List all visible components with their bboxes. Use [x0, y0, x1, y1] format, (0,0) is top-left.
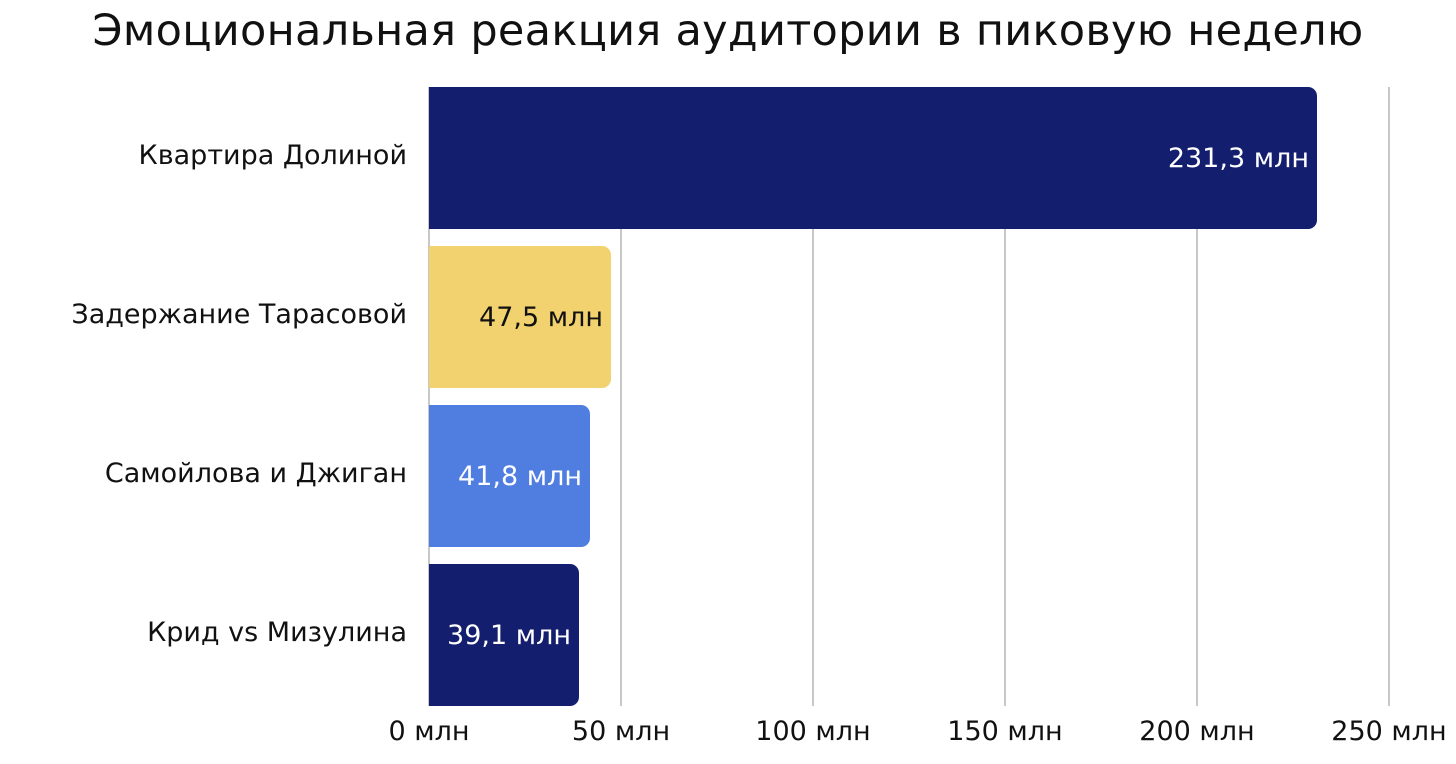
x-tick-label: 50 млн — [571, 716, 671, 747]
bar: 47,5 млн — [429, 246, 611, 388]
gridline — [1196, 87, 1198, 706]
x-tick-label: 200 млн — [1139, 716, 1255, 747]
bar-value-label: 39,1 млн — [447, 619, 571, 651]
gridline — [620, 87, 622, 706]
y-axis-line — [428, 87, 430, 706]
bar-value-label: 231,3 млн — [1167, 142, 1309, 174]
x-tick-label: 100 млн — [755, 716, 871, 747]
x-tick-label: 250 млн — [1331, 716, 1447, 747]
category-label: Самойлова и Джиган — [104, 458, 407, 489]
gridline — [812, 87, 814, 706]
gridline — [1388, 87, 1390, 706]
category-label: Квартира Долиной — [138, 140, 407, 171]
category-label: Крид vs Мизулина — [147, 617, 407, 648]
x-tick-label: 150 млн — [947, 716, 1063, 747]
bar-value-label: 41,8 млн — [458, 460, 582, 492]
category-label: Задержание Тарасовой — [71, 299, 407, 330]
chart-title: Эмоциональная реакция аудитории в пикову… — [92, 6, 1364, 56]
bar: 41,8 млн — [429, 405, 590, 547]
bar: 231,3 млн — [429, 87, 1317, 229]
bar-value-label: 47,5 млн — [479, 301, 603, 333]
bar: 39,1 млн — [429, 564, 579, 706]
gridline — [1004, 87, 1006, 706]
x-tick-label: 0 млн — [388, 716, 470, 747]
